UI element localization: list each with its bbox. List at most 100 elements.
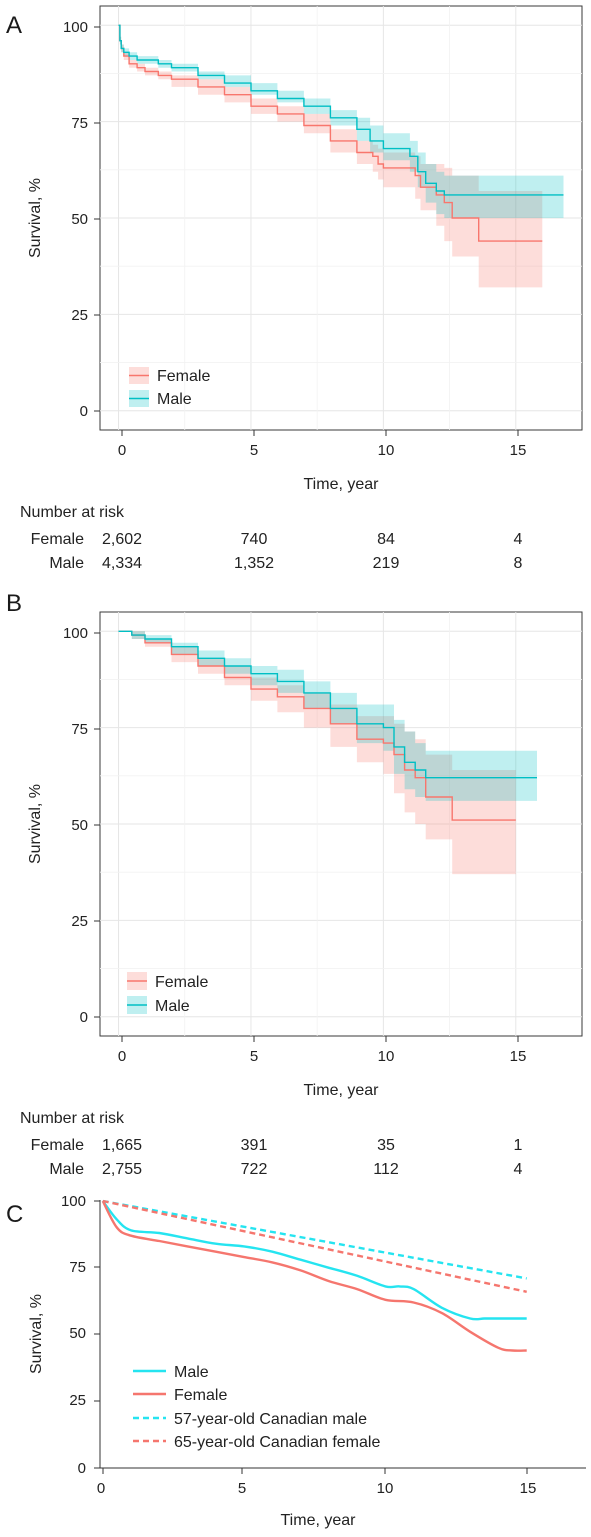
y-tick-label: 75 — [71, 721, 88, 738]
panel-c-y-tick-marks — [94, 1200, 100, 1469]
risk-table-title: Number at risk — [20, 1110, 125, 1127]
risk-row-label-male: Male — [49, 555, 84, 572]
confidence-band-male — [118, 631, 537, 801]
x-tick-label: 0 — [97, 1480, 105, 1497]
panel-a-survival-curves — [118, 24, 564, 242]
panel-b-legend: Female Male — [127, 972, 208, 1015]
panel-a-y-ticks: 100 75 50 25 0 — [63, 19, 88, 420]
risk-value: 112 — [373, 1161, 399, 1178]
curve-female — [101, 1200, 527, 1352]
panel-a-x-tick-marks — [121, 430, 519, 436]
panel-b-y-tick-marks — [94, 632, 100, 1018]
y-tick-label: 75 — [69, 1259, 86, 1276]
x-tick-label: 10 — [377, 1480, 394, 1497]
risk-value: 4 — [514, 531, 523, 548]
survival-curve-male — [118, 24, 564, 196]
panel-b-risk-table: Number at risk Female Male 1,665 391 35 … — [20, 1110, 523, 1178]
x-tick-label: 0 — [118, 1048, 126, 1065]
risk-value: 722 — [241, 1161, 268, 1178]
risk-value: 1 — [514, 1137, 523, 1154]
panel-b-confidence-bands — [118, 631, 537, 875]
y-tick-label: 100 — [63, 625, 88, 642]
x-tick-label: 10 — [378, 442, 395, 459]
panel-c-survival-curves — [101, 1199, 527, 1352]
panel-b-x-tick-marks — [121, 1036, 519, 1042]
legend-label-female: Female — [155, 974, 208, 991]
risk-row-label-female: Female — [31, 531, 84, 548]
panel-b-survival-curves — [118, 630, 537, 821]
panel-b: B 100 75 50 25 0 0 5 10 15 — [6, 590, 583, 1178]
x-tick-label: 5 — [250, 442, 258, 459]
risk-value: 4 — [514, 1161, 523, 1178]
y-tick-label: 0 — [78, 1460, 86, 1477]
y-tick-label: 75 — [71, 115, 88, 132]
y-tick-label: 0 — [80, 403, 88, 420]
panel-c: C 100 75 50 25 0 0 5 10 15 — [6, 1193, 586, 1529]
legend-label-canadian-male: 57-year-old Canadian male — [174, 1411, 367, 1428]
curve-57-year-old-canadian-male — [102, 1199, 527, 1280]
panel-c-y-ticks: 100 75 50 25 0 — [61, 1193, 86, 1477]
x-tick-label: 10 — [378, 1048, 395, 1065]
panel-a-grid — [100, 6, 582, 430]
panel-a-x-axis-label: Time, year — [304, 476, 380, 493]
curve-65-year-old-canadian-female — [102, 1199, 527, 1293]
risk-value: 1,352 — [234, 555, 274, 572]
y-tick-label: 50 — [71, 817, 88, 834]
legend-label-male: Male — [174, 1364, 209, 1381]
risk-value: 2,602 — [102, 531, 142, 548]
y-tick-label: 25 — [69, 1392, 86, 1409]
panel-b-x-axis-label: Time, year — [304, 1082, 380, 1099]
panel-c-legend: Male Female 57-year-old Canadian male 65… — [133, 1364, 380, 1451]
legend-label-female: Female — [157, 368, 210, 385]
y-tick-label: 50 — [69, 1325, 86, 1342]
survival-curve-female — [118, 630, 516, 821]
y-tick-label: 25 — [71, 307, 88, 324]
panel-b-letter: B — [6, 590, 22, 617]
panel-a-letter: A — [6, 12, 22, 39]
risk-value: 391 — [241, 1137, 268, 1154]
x-tick-label: 5 — [238, 1480, 246, 1497]
confidence-band-male — [118, 25, 564, 218]
curve-male — [101, 1200, 527, 1321]
x-tick-label: 15 — [510, 1048, 527, 1065]
panel-b-y-ticks: 100 75 50 25 0 — [63, 625, 88, 1026]
panel-c-x-ticks: 0 5 10 15 — [97, 1480, 537, 1497]
panel-c-x-tick-marks — [102, 1468, 528, 1474]
legend-label-canadian-female: 65-year-old Canadian female — [174, 1434, 380, 1451]
risk-value: 219 — [373, 555, 400, 572]
panel-c-y-axis-label: Survival, % — [28, 1294, 45, 1374]
risk-table-title: Number at risk — [20, 504, 125, 521]
y-tick-label: 0 — [80, 1009, 88, 1026]
panel-a-confidence-bands — [118, 25, 564, 288]
panel-a-risk-table: Number at risk Female Male 2,602 740 84 … — [20, 504, 523, 572]
risk-value: 2,755 — [102, 1161, 142, 1178]
x-tick-label: 5 — [250, 1048, 258, 1065]
x-tick-label: 0 — [118, 442, 126, 459]
confidence-band-female — [118, 631, 516, 875]
y-tick-label: 100 — [61, 1193, 86, 1210]
panel-b-grid — [100, 612, 582, 1036]
x-tick-label: 15 — [510, 442, 527, 459]
x-tick-label: 15 — [520, 1480, 537, 1497]
risk-value: 1,665 — [102, 1137, 142, 1154]
panel-b-x-ticks: 0 5 10 15 — [118, 1048, 527, 1065]
risk-row-label-female: Female — [31, 1137, 84, 1154]
panel-a-y-tick-marks — [94, 26, 100, 412]
y-tick-label: 50 — [71, 211, 88, 228]
panel-a-x-ticks: 0 5 10 15 — [118, 442, 527, 459]
risk-value: 8 — [514, 555, 523, 572]
panel-a-legend: Female Male — [129, 367, 210, 408]
y-tick-label: 100 — [63, 19, 88, 36]
panel-c-letter: C — [6, 1201, 23, 1228]
risk-value: 35 — [377, 1137, 395, 1154]
survival-curve-female — [118, 24, 543, 242]
panel-c-x-axis-label: Time, year — [281, 1512, 357, 1529]
survival-curve-male — [118, 630, 537, 779]
panel-a: A 100 75 50 25 0 0 5 10 15 — [6, 5, 583, 572]
panel-a-y-axis-label: Survival, % — [27, 178, 44, 258]
legend-label-male: Male — [155, 998, 190, 1015]
y-tick-label: 25 — [71, 913, 88, 930]
risk-value: 4,334 — [102, 555, 142, 572]
risk-row-label-male: Male — [49, 1161, 84, 1178]
